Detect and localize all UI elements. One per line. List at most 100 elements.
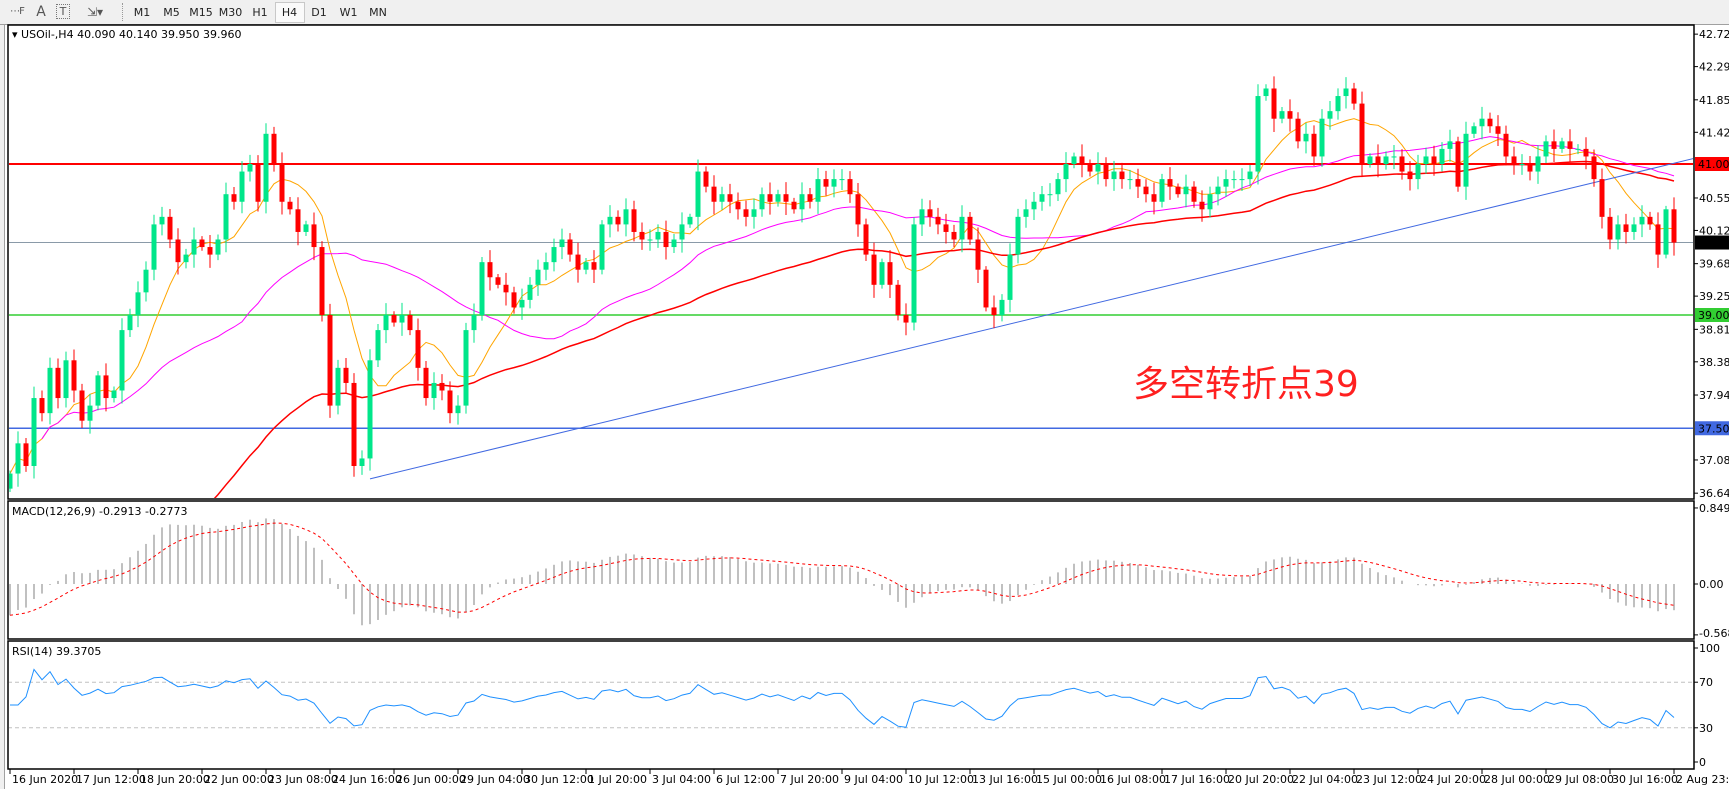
candle: [663, 220, 669, 260]
arrows-icon[interactable]: ⇲▾: [86, 5, 104, 19]
candle: [1575, 144, 1581, 155]
timeframe-h4-button[interactable]: H4: [274, 2, 305, 23]
candle-body: [279, 164, 285, 202]
candle: [255, 155, 261, 212]
timeframe-m30-button[interactable]: M30: [218, 6, 243, 19]
candle: [1183, 174, 1189, 208]
candle-body: [159, 216, 165, 225]
text-box-icon[interactable]: T: [56, 4, 70, 19]
time-tick-label: 23 Jun 08:00: [268, 773, 338, 786]
time-tick-label: 20 Jul 20:00: [1228, 773, 1294, 786]
candle-body: [1271, 88, 1277, 119]
candle: [487, 250, 493, 291]
level-tag-41.000: 41.000: [1698, 158, 1729, 171]
candle-body: [663, 231, 669, 248]
candle: [215, 234, 221, 261]
candle: [1367, 153, 1373, 168]
timeframe-d1-button[interactable]: D1: [311, 6, 327, 19]
timeframe-m15-button[interactable]: M15: [189, 6, 213, 19]
candle: [935, 207, 941, 235]
candle: [279, 152, 285, 215]
candle-body: [287, 201, 293, 210]
candle: [1407, 161, 1413, 191]
candle: [887, 250, 893, 299]
timeframe-w1-button[interactable]: W1: [339, 6, 358, 19]
candle-body: [9, 473, 13, 489]
candle-body: [223, 194, 229, 240]
rsi-line: [10, 668, 1675, 729]
main-pane: [7, 24, 1695, 500]
candle: [1047, 183, 1053, 207]
macd-tick-label: -0.5685: [1699, 627, 1729, 640]
timeframe-mn-button[interactable]: MN: [369, 6, 387, 19]
candle: [655, 224, 661, 248]
candle-body: [367, 360, 373, 459]
candle-body: [1439, 148, 1445, 164]
candle-body: [1087, 164, 1093, 172]
candle: [1295, 112, 1301, 149]
candle: [343, 357, 349, 394]
candle: [199, 236, 205, 251]
candle: [1015, 208, 1021, 264]
legend-text: USOil-,H4 40.090 40.140 39.950 39.960: [21, 28, 242, 41]
candle: [463, 322, 469, 414]
candle: [1463, 121, 1469, 200]
time-tick-label: 16 Jul 08:00: [1100, 773, 1166, 786]
price-tick-label: 37.080: [1699, 454, 1729, 467]
price-tick-label: 42.290: [1699, 61, 1729, 74]
candle: [303, 220, 309, 236]
candle: [591, 250, 597, 283]
candle-body: [1007, 254, 1013, 300]
candle: [559, 228, 565, 260]
candle: [9, 470, 13, 492]
candle-body: [679, 224, 685, 240]
candle-body: [327, 315, 333, 406]
timeframe-m5-button[interactable]: M5: [163, 6, 180, 19]
candle-body: [1519, 164, 1525, 165]
candle-body: [1327, 111, 1333, 119]
candle: [1519, 154, 1525, 175]
candle-body: [1295, 118, 1301, 142]
price-tick-label: 42.720: [1699, 28, 1729, 41]
rsi-tick-label: 30: [1699, 722, 1713, 735]
candle: [903, 303, 909, 336]
candle: [1551, 129, 1557, 162]
candle: [1167, 167, 1173, 200]
candle: [631, 200, 637, 242]
price-tick-label: 40.550: [1699, 192, 1729, 205]
candle-body: [1567, 141, 1573, 149]
candle-body: [1431, 156, 1437, 164]
time-tick-label: 6 Jul 12:00: [716, 773, 775, 786]
time-tick-label: 10 Jul 12:00: [908, 773, 974, 786]
candle-body: [511, 292, 517, 308]
candle-body: [1511, 156, 1517, 164]
timeframe-h1-button[interactable]: H1: [252, 6, 268, 19]
timeframe-m1-button[interactable]: M1: [133, 6, 151, 19]
candle-body: [1583, 148, 1589, 157]
candle: [847, 171, 853, 203]
candle: [359, 450, 365, 475]
candle-body: [311, 224, 317, 248]
grid-f-icon[interactable]: ⋯F: [10, 6, 25, 17]
candle-body: [591, 262, 597, 270]
candle-body: [1023, 209, 1029, 217]
price-tick-label: 41.850: [1699, 94, 1729, 107]
price-tick-label: 36.640: [1699, 487, 1729, 500]
text-a-icon[interactable]: A: [36, 4, 46, 20]
candle-body: [15, 443, 21, 474]
candle: [495, 273, 501, 289]
candle: [1543, 135, 1549, 163]
candle: [695, 159, 701, 231]
candle: [439, 374, 445, 401]
candle: [1375, 144, 1381, 178]
candle: [1127, 169, 1133, 190]
candle: [1495, 115, 1501, 147]
candle-body: [1127, 179, 1133, 181]
candle: [55, 358, 61, 409]
candle-body: [127, 315, 133, 331]
candle: [599, 220, 605, 275]
candle-body: [383, 315, 389, 331]
candle-body: [1383, 156, 1389, 164]
candle-body: [1599, 179, 1605, 217]
